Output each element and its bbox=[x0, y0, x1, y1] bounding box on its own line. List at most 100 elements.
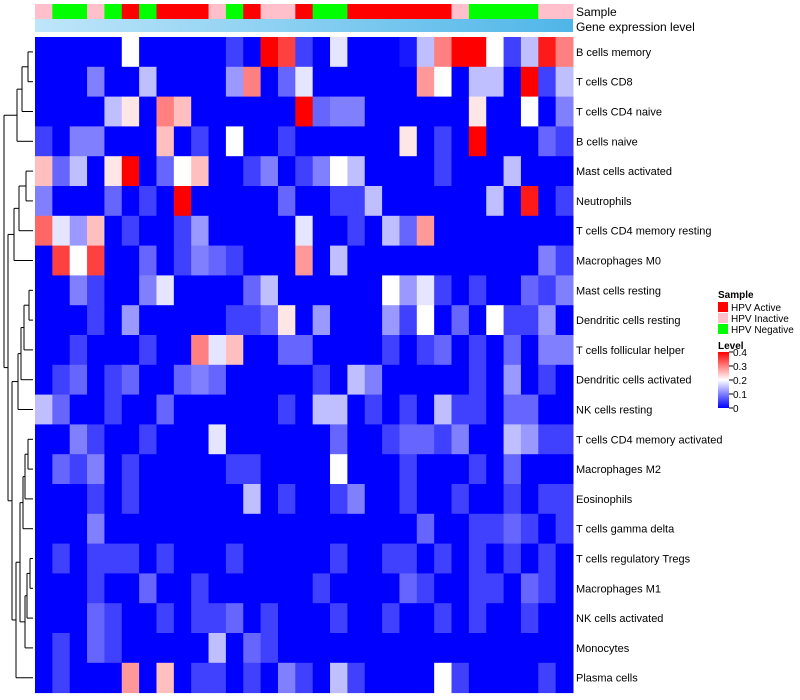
heatmap-cell bbox=[35, 603, 53, 634]
heatmap-cell bbox=[191, 573, 210, 604]
heatmap-cell bbox=[52, 245, 71, 276]
heatmap-cell bbox=[208, 126, 227, 157]
heatmap-cell bbox=[330, 275, 348, 306]
heatmap-cell bbox=[312, 245, 331, 276]
heatmap-cell bbox=[156, 424, 175, 455]
row-label: Mast cells resting bbox=[576, 285, 661, 297]
heatmap-cell bbox=[260, 662, 279, 694]
heatmap-cell bbox=[243, 156, 262, 187]
heatmap-cell bbox=[312, 543, 331, 574]
heatmap-cell bbox=[486, 305, 505, 336]
sample-annotation-cell bbox=[208, 4, 227, 19]
sample-annotation-track bbox=[35, 4, 574, 19]
heatmap-cell bbox=[382, 66, 400, 98]
heatmap-cell bbox=[173, 126, 192, 157]
heatmap-cell bbox=[486, 66, 505, 98]
heatmap-cell bbox=[330, 126, 348, 157]
heatmap-cell bbox=[416, 305, 435, 336]
heatmap-cell bbox=[312, 364, 331, 396]
heatmap-cell bbox=[52, 484, 71, 515]
heatmap-cell bbox=[225, 96, 244, 127]
heatmap-cell bbox=[347, 454, 366, 485]
heatmap-cell bbox=[191, 156, 210, 187]
heatmap-cell bbox=[87, 633, 105, 664]
heatmap-cell bbox=[555, 37, 574, 68]
heatmap-cell bbox=[330, 454, 348, 485]
heatmap-cell bbox=[191, 364, 210, 396]
heatmap-cell bbox=[69, 454, 88, 485]
heatmap-cell bbox=[434, 603, 453, 634]
heatmap-cell bbox=[520, 573, 539, 604]
heatmap-cell bbox=[35, 484, 53, 515]
heatmap-cell bbox=[139, 275, 157, 306]
heatmap-cell bbox=[451, 633, 470, 664]
heatmap-cell bbox=[121, 513, 140, 545]
heatmap-cell bbox=[468, 513, 487, 545]
heatmap-cell bbox=[121, 275, 140, 306]
heatmap-cell bbox=[347, 126, 366, 157]
legend-swatch-negative bbox=[718, 324, 728, 334]
heatmap-cell bbox=[330, 305, 348, 336]
heatmap-cell bbox=[52, 603, 71, 634]
heatmap-cell bbox=[208, 37, 227, 68]
heatmap-cell bbox=[555, 96, 574, 127]
legend-level-tick-label: 0.1 bbox=[733, 390, 747, 401]
heatmap-cell bbox=[520, 66, 539, 98]
heatmap-cell bbox=[503, 245, 522, 276]
heatmap-cell bbox=[382, 364, 400, 396]
heatmap-cell bbox=[382, 156, 400, 187]
heatmap-cell bbox=[243, 275, 262, 306]
heatmap-cell bbox=[260, 513, 279, 545]
heatmap-cell bbox=[208, 364, 227, 396]
heatmap-cell bbox=[555, 484, 574, 515]
heatmap-cell bbox=[538, 275, 557, 306]
heatmap-cell bbox=[104, 126, 123, 157]
heatmap-cell bbox=[35, 662, 53, 694]
heatmap-cell bbox=[156, 603, 175, 634]
heatmap-cell bbox=[382, 394, 400, 425]
heatmap-cell bbox=[277, 364, 296, 396]
heatmap-cell bbox=[486, 484, 505, 515]
heatmap-cell bbox=[555, 633, 574, 664]
heatmap-cell bbox=[121, 573, 140, 604]
heatmap-cell bbox=[520, 513, 539, 545]
heatmap-cell bbox=[555, 573, 574, 604]
sample-annotation-cell bbox=[330, 4, 348, 19]
heatmap-cell bbox=[416, 603, 435, 634]
heatmap-cell bbox=[225, 484, 244, 515]
row-label: T cells gamma delta bbox=[576, 524, 675, 536]
heatmap-cell bbox=[104, 484, 123, 515]
heatmap-cell bbox=[208, 305, 227, 336]
heatmap-cell bbox=[295, 186, 314, 217]
heatmap-cell bbox=[399, 603, 418, 634]
heatmap-cell bbox=[121, 394, 140, 425]
sample-annotation-cell bbox=[35, 4, 53, 19]
legend-label-negative: HPV Negative bbox=[731, 325, 794, 336]
heatmap-cell bbox=[156, 37, 175, 68]
heatmap-cell bbox=[468, 245, 487, 276]
heatmap-cell bbox=[312, 573, 331, 604]
heatmap-cell bbox=[399, 543, 418, 574]
heatmap-cell bbox=[312, 37, 331, 68]
heatmap-cell bbox=[312, 662, 331, 694]
heatmap-cell bbox=[347, 543, 366, 574]
heatmap-cell bbox=[486, 215, 505, 247]
heatmap-cell bbox=[295, 543, 314, 574]
heatmap-cell bbox=[69, 275, 88, 306]
heatmap-cell bbox=[416, 573, 435, 604]
heatmap-cell bbox=[191, 662, 210, 694]
heatmap-cell bbox=[35, 96, 53, 127]
heatmap-cell bbox=[277, 335, 296, 366]
heatmap-cell bbox=[503, 335, 522, 366]
heatmap-cell bbox=[87, 335, 105, 366]
heatmap-cell bbox=[277, 424, 296, 455]
heatmap-cell bbox=[399, 305, 418, 336]
heatmap-cell bbox=[347, 603, 366, 634]
heatmap-cell bbox=[260, 424, 279, 455]
gene-track-label: Gene expression level bbox=[576, 20, 695, 34]
heatmap-cell bbox=[35, 126, 53, 157]
heatmap-cell bbox=[468, 454, 487, 485]
heatmap-cell bbox=[312, 186, 331, 217]
heatmap-cell bbox=[69, 394, 88, 425]
heatmap-cell bbox=[347, 513, 366, 545]
